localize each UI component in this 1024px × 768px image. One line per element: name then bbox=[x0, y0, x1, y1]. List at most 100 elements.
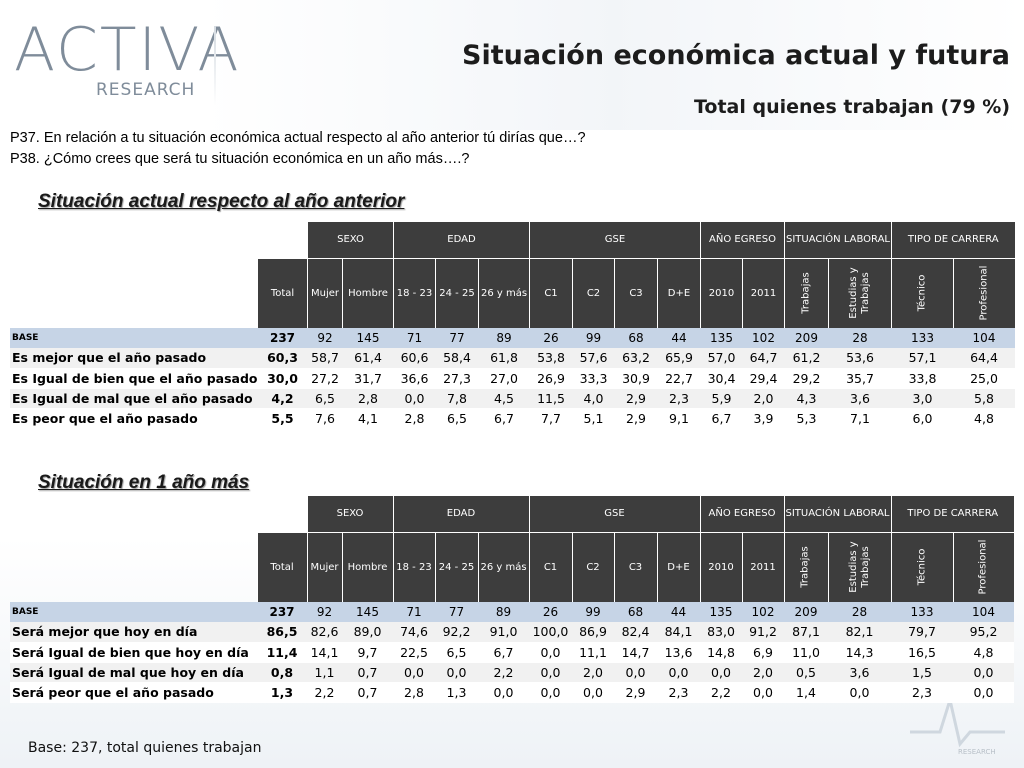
total-cell: 30,0 bbox=[257, 368, 308, 389]
table-cell: 87,1 bbox=[784, 622, 828, 643]
table-cell: 26,9 bbox=[529, 368, 573, 389]
column-header-13: Estudias y Trabajas bbox=[827, 531, 891, 602]
column-header-label-13: Estudias y Trabajas bbox=[848, 267, 871, 319]
table-cell: 0,0 bbox=[700, 662, 742, 683]
header-group-4: SITUACIÓN LABORAL bbox=[783, 496, 891, 532]
table-cell: 0,0 bbox=[572, 682, 614, 703]
table-cell: 0,0 bbox=[742, 682, 784, 703]
table-cell: 6,7 bbox=[478, 408, 530, 429]
table-cell: 29,4 bbox=[742, 368, 785, 389]
base-cell: 26 bbox=[529, 602, 572, 622]
table-cell: 84,1 bbox=[657, 622, 700, 643]
table-cell: 0,0 bbox=[435, 662, 478, 683]
base-cell: 99 bbox=[572, 328, 615, 348]
table-cell: 83,0 bbox=[700, 622, 742, 643]
section-title-current: Situación actual respecto al año anterio… bbox=[38, 191, 405, 212]
base-cell: 89 bbox=[478, 328, 530, 348]
column-header-12: Trabajas bbox=[783, 531, 828, 602]
table-cell: 4,8 bbox=[953, 642, 1014, 663]
base-cell: 135 bbox=[700, 602, 742, 622]
table-cell: 31,7 bbox=[342, 368, 394, 389]
column-header-8: C3 bbox=[614, 257, 658, 328]
total-cell: 86,5 bbox=[257, 622, 307, 643]
table-cell: 14,1 bbox=[307, 642, 342, 663]
table-cell: 3,6 bbox=[828, 388, 892, 409]
table-cell: 4,3 bbox=[784, 388, 829, 409]
total-cell: 11,4 bbox=[257, 642, 307, 663]
activa-research-logo: ACTIVA RESEARCH bbox=[14, 14, 238, 106]
table-cell: 7,1 bbox=[828, 408, 892, 429]
header-group-0: SEXO bbox=[307, 222, 394, 258]
table-cell: 61,2 bbox=[784, 348, 829, 369]
question-p38: P38. ¿Cómo crees que será tu situación e… bbox=[10, 151, 470, 167]
table-cell: 30,4 bbox=[700, 368, 743, 389]
base-cell: 209 bbox=[784, 602, 828, 622]
table-cell: 11,5 bbox=[529, 388, 573, 409]
base-cell: 77 bbox=[435, 602, 478, 622]
table-cell: 53,8 bbox=[529, 348, 573, 369]
base-row: BASE 237 92 145 71 77 89 26 99 68 44 135 102 209 28 133… bbox=[10, 328, 1015, 348]
table-cell: 6,0 bbox=[891, 408, 954, 429]
table-cell: 1,3 bbox=[435, 682, 478, 703]
table-cell: 79,7 bbox=[891, 622, 953, 643]
table-cell: 6,5 bbox=[307, 388, 343, 409]
table-cell: 53,6 bbox=[828, 348, 892, 369]
table-cell: 7,8 bbox=[435, 388, 479, 409]
table-cell: 4,0 bbox=[572, 388, 615, 409]
table-cell: 2,2 bbox=[700, 682, 742, 703]
column-header-13: Estudias y Trabajas bbox=[828, 257, 892, 328]
row-label: Es Igual de bien que el año pasado bbox=[10, 368, 258, 389]
table-cell: 2,8 bbox=[393, 408, 436, 429]
column-header-0: Total bbox=[257, 257, 308, 328]
row-label: Es mejor que el año pasado bbox=[10, 348, 258, 369]
row-label: Será Igual de bien que hoy en día bbox=[10, 642, 257, 663]
base-cell: 77 bbox=[435, 328, 479, 348]
column-header-1: Mujer bbox=[307, 257, 343, 328]
base-cell: 26 bbox=[529, 328, 573, 348]
table-cell: 33,8 bbox=[891, 368, 954, 389]
header-group-row: SEXO EDAD GSE AÑO EGRESO SITUACIÓN LABORAL TI… bbox=[10, 222, 1015, 258]
table-cell: 2,9 bbox=[614, 388, 658, 409]
table-cell: 2,0 bbox=[742, 662, 784, 683]
column-header-5: 26 y más bbox=[477, 531, 529, 602]
table-cell: 11,0 bbox=[784, 642, 828, 663]
table-cell: 22,5 bbox=[393, 642, 435, 663]
column-header-7: C2 bbox=[571, 531, 614, 602]
header-blank bbox=[10, 222, 308, 258]
base-cell: 135 bbox=[700, 328, 743, 348]
base-cell: 28 bbox=[828, 328, 892, 348]
base-label: BASE bbox=[10, 328, 258, 348]
total-cell: 60,3 bbox=[257, 348, 308, 369]
table-cell: 74,6 bbox=[393, 622, 435, 643]
total-cell: 4,2 bbox=[257, 388, 308, 409]
column-header-6: C1 bbox=[529, 257, 573, 328]
table-cell: 13,6 bbox=[657, 642, 700, 663]
table-cell: 60,6 bbox=[393, 348, 436, 369]
row-label: Será peor que el año pasado bbox=[10, 682, 257, 703]
table-cell: 82,1 bbox=[828, 622, 891, 643]
table-cell: 2,2 bbox=[307, 682, 342, 703]
table-row: Es peor que el año pasado 5,5 7,6 4,1 2,8 6,5… bbox=[10, 408, 1015, 429]
footer-logo-text: RESEARCH bbox=[958, 748, 996, 756]
table-cell: 2,9 bbox=[614, 682, 657, 703]
base-row: BASE 237 92 145 71 77 89 26 99 68 44 135 102 209 28 133… bbox=[10, 602, 1014, 622]
table-cell: 3,9 bbox=[742, 408, 785, 429]
table-cell: 0,7 bbox=[342, 682, 393, 703]
table-cell: 2,8 bbox=[342, 388, 394, 409]
column-header-label-12: Trabajas bbox=[800, 272, 812, 314]
table-cell: 16,5 bbox=[891, 642, 953, 663]
column-header-3: 18 - 23 bbox=[393, 257, 436, 328]
header-column-row: Total Mujer Hombre 18 - 23 24 - 25 26 y más C1… bbox=[10, 257, 1015, 328]
column-header-2: Hombre bbox=[341, 531, 393, 602]
table-cell: 14,7 bbox=[614, 642, 657, 663]
column-header-10: 2010 bbox=[699, 531, 742, 602]
table-row: Es Igual de mal que el año pasado 4,2 6,5 2… bbox=[10, 388, 1015, 409]
base-cell: 209 bbox=[784, 328, 829, 348]
table-cell: 65,9 bbox=[657, 348, 701, 369]
base-cell: 102 bbox=[742, 602, 784, 622]
base-cell: 102 bbox=[742, 328, 785, 348]
table-cell: 35,7 bbox=[828, 368, 892, 389]
base-cell: 133 bbox=[891, 602, 953, 622]
base-cell: 71 bbox=[393, 602, 435, 622]
table-cell: 6,7 bbox=[478, 642, 529, 663]
